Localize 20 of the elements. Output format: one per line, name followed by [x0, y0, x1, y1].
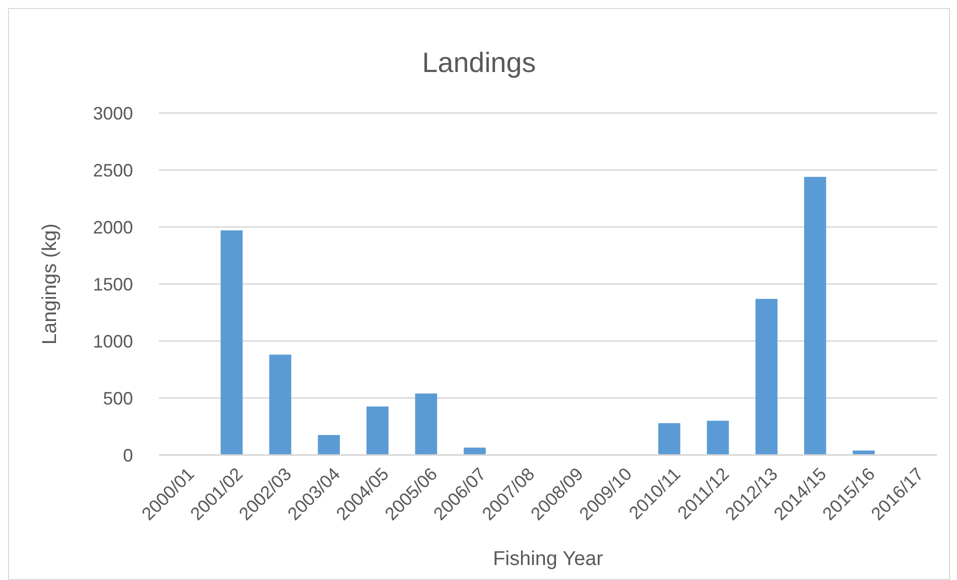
bar — [318, 435, 340, 455]
y-tick-label: 0 — [122, 445, 133, 466]
bar — [269, 354, 292, 455]
chart-title: Landings — [421, 47, 537, 79]
y-tick-label: 1000 — [92, 331, 133, 352]
y-tick-label: 1500 — [92, 274, 133, 294]
y-tick-label: 3000 — [92, 103, 133, 124]
bar — [366, 406, 388, 455]
y-axis-title: Langings (kg) — [39, 223, 62, 345]
bar — [415, 393, 438, 455]
bar — [658, 423, 680, 455]
bar — [220, 230, 243, 455]
y-tick-label: 500 — [102, 388, 133, 408]
bar — [756, 298, 778, 455]
x-axis-title: Fishing Year — [492, 548, 604, 570]
bar — [804, 176, 826, 455]
bar — [464, 448, 486, 455]
y-tick-label: 2500 — [92, 160, 133, 180]
bar — [706, 420, 729, 455]
y-tick-label: 2000 — [92, 217, 133, 238]
